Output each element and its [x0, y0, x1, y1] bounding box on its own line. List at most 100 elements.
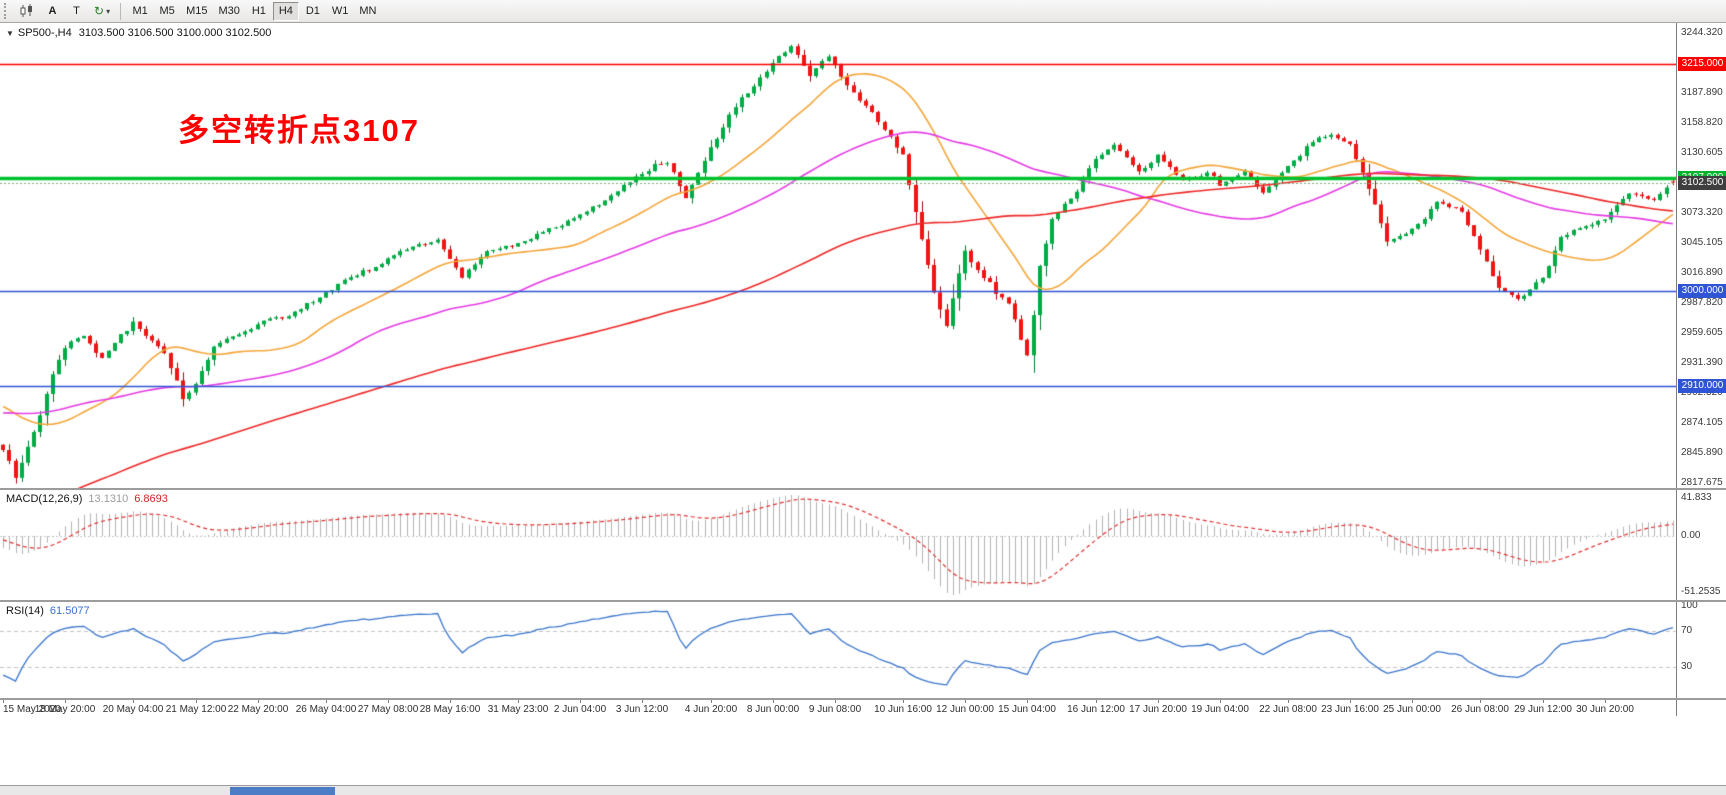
time-tick: [965, 700, 966, 703]
text-annotation-tool-button[interactable]: A: [41, 2, 64, 21]
rsi-value: 61.5077: [49, 605, 90, 617]
panel-splitter-rsi[interactable]: [0, 600, 1726, 602]
price-tick-label: 3016.890: [1681, 267, 1723, 278]
time-tick: [1480, 700, 1481, 703]
timeframe-button-d1[interactable]: D1: [300, 2, 326, 21]
price-tick-label: 3045.105: [1681, 237, 1723, 248]
candlestick-chart-icon: [20, 4, 32, 17]
time-tick: [642, 700, 643, 703]
time-axis-label: 20 May 04:00: [102, 704, 164, 715]
macd-panel: MACD(12,26,9) 13.1310 6.8693: [0, 490, 1676, 600]
time-tick: [258, 700, 259, 703]
rsi-label: RSI(14): [6, 605, 44, 617]
time-axis-label: 12 Jun 00:00: [936, 704, 994, 715]
time-axis-label: 17 Jun 20:00: [1129, 704, 1187, 715]
timeframe-button-m1[interactable]: M1: [127, 2, 153, 21]
time-tick: [1605, 700, 1606, 703]
macd-tick-label: 41.833: [1681, 492, 1712, 503]
time-tick: [1096, 700, 1097, 703]
top-toolbar: A T ↻ ▾ M1 M5 M15 M30 H1 H4 D1 W1 MN: [0, 0, 1726, 23]
timeframe-button-m5[interactable]: M5: [154, 2, 180, 21]
timeframe-button-mn[interactable]: MN: [354, 2, 381, 21]
letter-a-icon: A: [48, 5, 57, 17]
time-axis-label: 22 Jun 08:00: [1259, 704, 1317, 715]
main-chart-canvas[interactable]: [0, 23, 1676, 488]
rsi-tick-label: 100: [1681, 600, 1698, 611]
time-tick: [1412, 700, 1413, 703]
timeframe-button-h4[interactable]: H4: [272, 1, 299, 21]
chart-tool-button[interactable]: [14, 2, 40, 21]
time-axis-label: 31 May 23:00: [487, 704, 549, 715]
price-tick-label: 2845.890: [1681, 447, 1723, 458]
time-tick: [450, 700, 451, 703]
time-tick: [903, 700, 904, 703]
time-tick: [1027, 700, 1028, 703]
price-tick-label: 3073.320: [1681, 207, 1723, 218]
time-tick: [196, 700, 197, 703]
price-badge-2910.000: 2910.000: [1678, 378, 1726, 393]
main-chart-panel: ▼ SP500-,H4 3103.500 3106.500 3100.000 310…: [0, 23, 1676, 488]
price-badge-3000.000: 3000.000: [1678, 283, 1726, 298]
price-tick-label: 2874.105: [1681, 417, 1723, 428]
timeframe-button-h1[interactable]: H1: [246, 2, 272, 21]
time-axis-label: 15 May 2020: [3, 704, 61, 715]
refresh-icon: ↻: [94, 4, 105, 18]
time-axis-label: 21 May 12:00: [165, 704, 227, 715]
time-tick: [133, 700, 134, 703]
time-tick: [388, 700, 389, 703]
time-axis-label: 25 Jun 00:00: [1383, 704, 1441, 715]
rsi-tick-label: 30: [1681, 660, 1693, 672]
rsi-header: RSI(14) 61.5077: [6, 605, 96, 617]
symbol-period-label: SP500-,H4: [17, 27, 72, 39]
panel-splitter-macd[interactable]: [0, 488, 1726, 490]
horizontal-scrollbar[interactable]: [0, 785, 1726, 795]
price-tick-label: 2817.675: [1681, 477, 1723, 488]
price-badge-3102.500: 3102.500: [1678, 175, 1726, 190]
letter-t-icon: T: [73, 5, 80, 17]
price-axis[interactable]: 3244.3203216.1053187.8903158.8203130.605…: [1676, 23, 1726, 716]
chart-annotation-text: 多空转折点3107: [178, 113, 420, 148]
price-tick-label: 2959.605: [1681, 327, 1723, 338]
time-axis-label: 23 Jun 16:00: [1321, 704, 1379, 715]
bottom-empty-area: [0, 716, 1726, 785]
time-axis-label: 9 Jun 08:00: [808, 704, 862, 715]
time-tick: [711, 700, 712, 703]
time-axis-label: 30 Jun 20:00: [1576, 704, 1634, 715]
time-tick: [65, 700, 66, 703]
text-tool-button[interactable]: T: [65, 2, 88, 21]
time-axis-label: 27 May 08:00: [357, 704, 419, 715]
toolbar-grip[interactable]: [4, 3, 10, 19]
time-axis-label: 29 Jun 12:00: [1514, 704, 1572, 715]
timeframe-button-w1[interactable]: W1: [327, 2, 354, 21]
time-axis-label: 10 Jun 16:00: [874, 704, 932, 715]
macd-signal-value: 6.8693: [134, 493, 168, 505]
time-tick: [1543, 700, 1544, 703]
time-tick: [1220, 700, 1221, 703]
rsi-panel: RSI(14) 61.5077: [0, 602, 1676, 698]
time-axis-label: 28 May 16:00: [419, 704, 481, 715]
timeframe-button-m30[interactable]: M30: [213, 2, 244, 21]
autoscroll-tool-button[interactable]: ↻ ▾: [89, 2, 115, 21]
time-tick: [835, 700, 836, 703]
time-axis-label: 2 Jun 04:00: [553, 704, 607, 715]
timeframe-button-m15[interactable]: M15: [181, 2, 212, 21]
price-tick-label: 2931.390: [1681, 357, 1723, 368]
time-axis-label: 15 Jun 04:00: [998, 704, 1056, 715]
macd-label: MACD(12,26,9): [6, 493, 83, 505]
macd-header: MACD(12,26,9) 13.1310 6.8693: [6, 493, 174, 505]
title-marker-icon: ▼: [6, 29, 14, 38]
panel-splitter-dates[interactable]: [0, 698, 1726, 700]
rsi-canvas[interactable]: [0, 602, 1676, 698]
time-axis-label: 4 Jun 20:00: [684, 704, 738, 715]
price-tick-label: 3187.890: [1681, 87, 1723, 98]
time-axis[interactable]: 15 May 2020 18 May 20:00 20 May 04:00 21 Ma…: [0, 700, 1676, 716]
timeframe-toolbar: M1 M5 M15 M30 H1 H4 D1 W1 MN: [127, 1, 382, 21]
time-tick: [580, 700, 581, 703]
scrollbar-thumb[interactable]: [230, 787, 335, 795]
time-tick: [1158, 700, 1159, 703]
rsi-tick-label: 70: [1681, 625, 1693, 637]
macd-main-value: 13.1310: [88, 493, 129, 505]
macd-canvas[interactable]: [0, 490, 1676, 600]
time-tick: [1288, 700, 1289, 703]
time-tick: [326, 700, 327, 703]
